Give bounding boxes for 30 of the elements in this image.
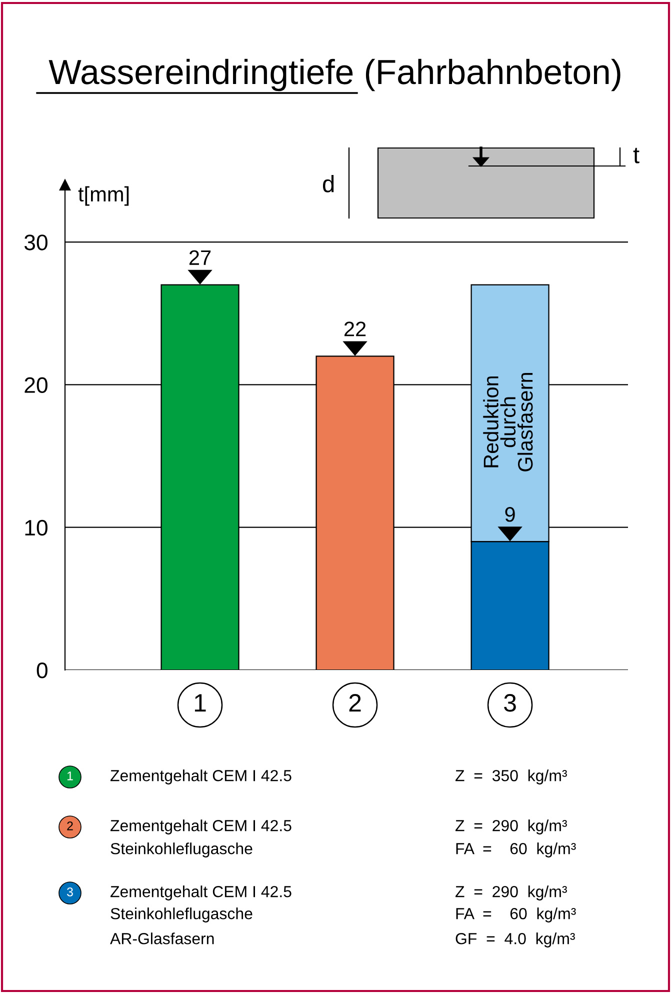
data-label: 27 (189, 250, 211, 265)
y-axis-title: t[mm] (78, 186, 129, 206)
text: AR-Glasfasern (110, 932, 214, 944)
text: Steinkohleflugasche (110, 842, 252, 858)
category-label: 2 (67, 822, 73, 830)
data-label: 22 (344, 322, 366, 336)
text: FA = 60 kg/m³ (456, 842, 576, 858)
text: Z = 290 kg/m³ (456, 886, 567, 900)
x-tick-label: 3 (504, 694, 516, 712)
annotation: d (322, 174, 334, 192)
text: t (633, 148, 640, 164)
text: Zementgehalt CEM I 42.5 (110, 770, 292, 784)
y-tick-label: 20 (24, 377, 48, 393)
chart-title: Wassereindringtiefe (Fahrbahnbeton) (48, 58, 620, 92)
text: GF = 4.0 kg/m³ (456, 932, 575, 948)
y-tick-label: 10 (25, 520, 48, 536)
category-label: 3 (67, 888, 73, 896)
x-tick-label: 2 (349, 694, 361, 712)
y-tick-label: 30 (24, 234, 48, 250)
data-label: 9 (505, 507, 515, 522)
text: Z = 350 kg/m³ (456, 770, 567, 784)
text: Zementgehalt CEM I 42.5 (110, 820, 292, 834)
text: FA = 60 kg/m³ (456, 908, 576, 922)
y-tick-label: 0 (36, 662, 48, 678)
x-tick-label: 1 (194, 694, 206, 712)
annotation: Reduktion durch Glasfasern (483, 372, 533, 472)
text: Steinkohleflugasche (110, 908, 252, 922)
text: Zementgehalt CEM I 42.5 (110, 886, 292, 900)
text: Z = 290 kg/m³ (456, 820, 567, 834)
category-label: 1 (67, 772, 73, 780)
